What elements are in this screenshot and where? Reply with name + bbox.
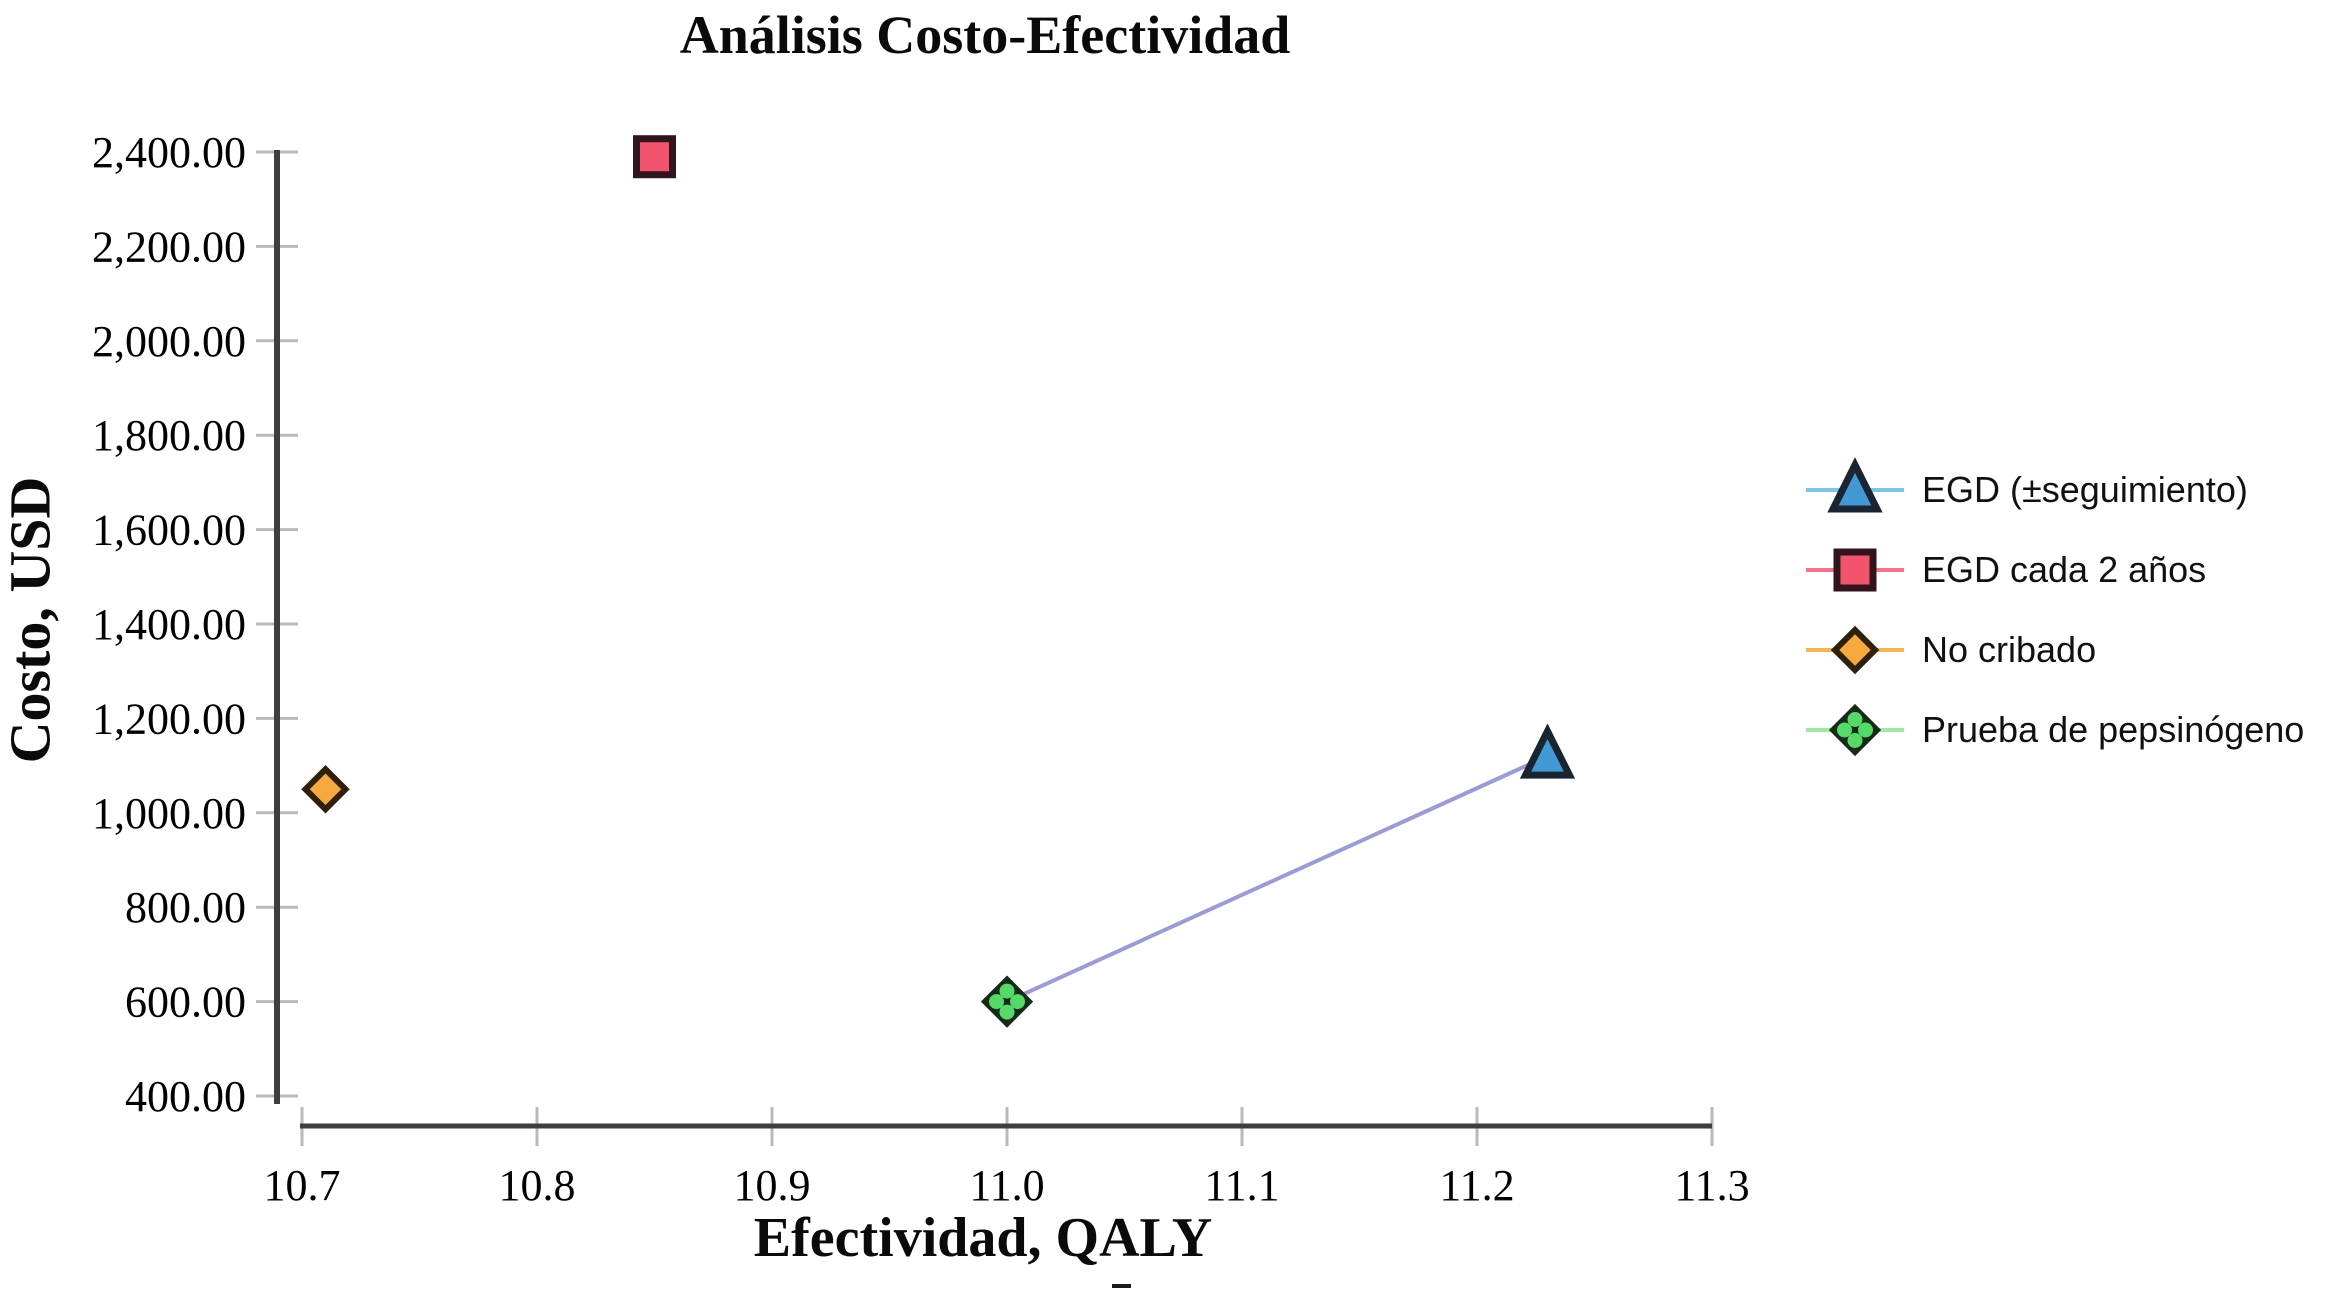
legend-item-no-cribado: No cribado bbox=[1800, 610, 2096, 690]
legend-label: Prueba de pepsinógeno bbox=[1922, 709, 2305, 750]
svg-text:1,800.00: 1,800.00 bbox=[92, 411, 246, 460]
svg-text:2,400.00: 2,400.00 bbox=[92, 128, 246, 177]
svg-text:600.00: 600.00 bbox=[125, 978, 246, 1027]
legend-label: EGD (±seguimiento) bbox=[1922, 469, 2248, 510]
svg-text:11.0: 11.0 bbox=[969, 1161, 1044, 1210]
legend-item-egd-seguimiento: EGD (±seguimiento) bbox=[1800, 450, 2248, 530]
svg-text:1,200.00: 1,200.00 bbox=[92, 694, 246, 743]
svg-text:1,000.00: 1,000.00 bbox=[92, 789, 246, 838]
chart-title: Análisis Costo-Efectividad bbox=[679, 5, 1291, 65]
svg-text:10.8: 10.8 bbox=[499, 1161, 576, 1210]
svg-text:400.00: 400.00 bbox=[125, 1072, 246, 1121]
legend-marker-diamond4-icon bbox=[1806, 703, 1904, 757]
svg-text:10.9: 10.9 bbox=[734, 1161, 811, 1210]
svg-text:1,400.00: 1,400.00 bbox=[92, 600, 246, 649]
legend-marker-triangle-icon bbox=[1806, 457, 1904, 513]
legend-marker-square-icon bbox=[1806, 548, 1904, 592]
svg-text:1,600.00: 1,600.00 bbox=[92, 506, 246, 555]
svg-text:800.00: 800.00 bbox=[125, 883, 246, 932]
legend-item-egd-cada-2-anos: EGD cada 2 años bbox=[1800, 530, 2206, 610]
svg-text:10.7: 10.7 bbox=[264, 1161, 341, 1210]
svg-text:2,200.00: 2,200.00 bbox=[92, 222, 246, 271]
legend-label: EGD cada 2 años bbox=[1922, 549, 2207, 590]
legend-item-prueba-pepsinogeno: Prueba de pepsinógeno bbox=[1800, 690, 2304, 770]
svg-text:2,000.00: 2,000.00 bbox=[92, 317, 246, 366]
svg-text:11.3: 11.3 bbox=[1674, 1161, 1749, 1210]
legend-marker-diamond-icon bbox=[1806, 625, 1904, 675]
svg-text:11.1: 11.1 bbox=[1204, 1161, 1279, 1210]
legend-label: No cribado bbox=[1922, 629, 2097, 670]
x-axis-label: Efectividad, QALY bbox=[753, 1207, 1213, 1269]
svg-text:11.2: 11.2 bbox=[1439, 1161, 1514, 1210]
stray-dash bbox=[1112, 1284, 1131, 1288]
